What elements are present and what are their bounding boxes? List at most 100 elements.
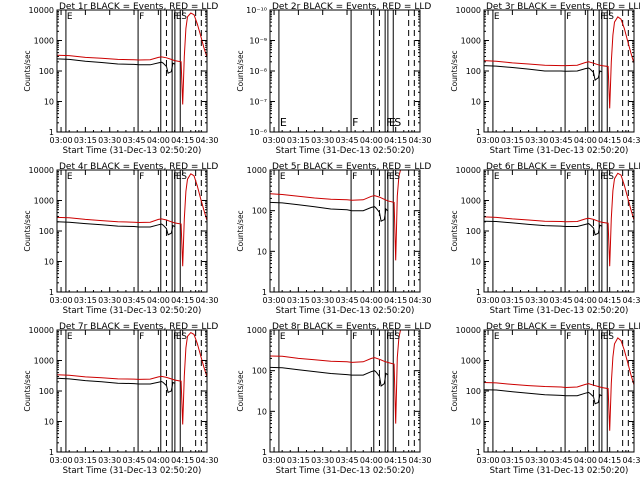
y-axis-title: Counts/sec — [23, 210, 32, 251]
x-tick-label: 04:15 — [598, 456, 621, 465]
y-tick-label: 1000 — [247, 166, 267, 175]
panel-plot-region — [270, 170, 415, 292]
y-tick-label: 100 — [39, 67, 54, 76]
x-tick-label: 03:30 — [311, 456, 334, 465]
x-tick-label: 03:00 — [263, 456, 286, 465]
event-label: F — [352, 172, 357, 182]
panel-plot-region — [57, 10, 207, 132]
event-label: F — [566, 172, 571, 182]
y-tick-label: 1 — [49, 128, 54, 137]
y-tick-label: 1 — [476, 288, 481, 297]
event-label: E — [389, 172, 395, 182]
y-tick-label: 100 — [466, 387, 481, 396]
event-label: E — [67, 12, 73, 22]
y-tick-label: 100 — [252, 207, 267, 216]
y-tick-label: 10⁻⁹ — [249, 37, 267, 46]
event-label: F — [566, 332, 571, 342]
axes-frame — [56, 329, 208, 453]
y-tick-label: 10⁻¹⁰ — [246, 6, 267, 15]
event-label: E — [280, 332, 286, 342]
x-tick-label: 03:00 — [263, 136, 286, 145]
lld-series-line — [57, 331, 207, 425]
x-tick-label: 03:30 — [98, 136, 121, 145]
x-tick-label: 04:30 — [195, 136, 218, 145]
events-series-line — [484, 220, 602, 236]
y-tick-label: 10 — [44, 98, 54, 107]
x-tick-label: 04:30 — [408, 456, 431, 465]
event-label: S — [181, 172, 187, 182]
event-label: S — [608, 12, 614, 22]
lld-series-line — [57, 173, 207, 267]
panel-plot-region — [57, 330, 207, 452]
panel-title: Det 4r BLACK = Events, RED = LLD — [59, 162, 218, 172]
y-tick-label: 1000 — [34, 197, 54, 206]
y-axis-title: Counts/sec — [236, 370, 245, 411]
x-tick-label: 03:15 — [501, 136, 524, 145]
event-label: F — [139, 12, 144, 22]
event-label: E — [494, 332, 500, 342]
y-axis-title: Counts/sec — [23, 370, 32, 411]
x-tick-label: 04:00 — [147, 136, 170, 145]
event-label: F — [600, 172, 605, 182]
lld-series-line — [270, 170, 404, 261]
x-tick-label: 04:15 — [384, 296, 407, 305]
y-axis-title: Counts/sec — [23, 50, 32, 91]
panel-plot-region — [57, 170, 207, 292]
x-tick-label: 03:15 — [287, 296, 310, 305]
y-tick-label: 10⁻⁸ — [249, 67, 267, 76]
event-label: F — [352, 332, 357, 342]
y-tick-label: 1 — [262, 288, 267, 297]
panel-title: Det 6r BLACK = Events, RED = LLD — [486, 162, 640, 172]
x-tick-label: 03:30 — [311, 136, 334, 145]
event-label: E — [494, 12, 500, 22]
y-tick-label: 10000 — [29, 166, 54, 175]
lld-series-line — [484, 337, 634, 431]
x-tick-label: 03:45 — [122, 296, 145, 305]
x-tick-label: 03:00 — [477, 136, 500, 145]
y-tick-label: 10000 — [456, 6, 481, 15]
x-tick-label: 04:00 — [360, 296, 383, 305]
event-label: E — [67, 332, 73, 342]
x-axis-title: Start Time (31-Dec-13 02:50:20) — [490, 306, 629, 316]
x-tick-label: 04:30 — [195, 296, 218, 305]
x-tick-label: 03:15 — [501, 296, 524, 305]
x-tick-label: 03:45 — [335, 456, 358, 465]
x-tick-label: 04:30 — [622, 456, 640, 465]
y-tick-label: 100 — [252, 367, 267, 376]
y-tick-label: 1 — [476, 448, 481, 457]
panel-plot-region — [270, 330, 415, 452]
event-label: F — [600, 12, 605, 22]
y-tick-label: 100 — [466, 227, 481, 236]
y-tick-label: 10000 — [456, 166, 481, 175]
y-tick-label: 10000 — [456, 326, 481, 335]
axes-frame — [56, 169, 208, 293]
event-label: E — [603, 332, 609, 342]
x-tick-label: 03:00 — [263, 296, 286, 305]
event-label: S — [394, 172, 400, 182]
event-label: F — [173, 172, 178, 182]
y-tick-label: 1000 — [461, 37, 481, 46]
y-tick-label: 1000 — [461, 357, 481, 366]
event-label: F — [139, 172, 144, 182]
y-tick-label: 1 — [262, 448, 267, 457]
x-tick-label: 03:00 — [50, 296, 73, 305]
y-tick-label: 10⁻⁷ — [249, 98, 267, 107]
x-tick-label: 03:15 — [74, 296, 97, 305]
event-label: F — [386, 116, 392, 129]
y-tick-label: 10 — [471, 418, 481, 427]
x-tick-label: 04:00 — [574, 136, 597, 145]
x-tick-label: 03:30 — [98, 296, 121, 305]
events-series-line — [57, 377, 175, 394]
y-tick-label: 10 — [44, 258, 54, 267]
x-tick-label: 03:15 — [287, 456, 310, 465]
events-series-line — [270, 201, 388, 222]
event-label: E — [176, 332, 182, 342]
x-axis-title: Start Time (31-Dec-13 02:50:20) — [63, 146, 202, 156]
y-tick-label: 1000 — [34, 37, 54, 46]
x-tick-label: 03:00 — [50, 456, 73, 465]
axes-frame — [269, 9, 421, 133]
